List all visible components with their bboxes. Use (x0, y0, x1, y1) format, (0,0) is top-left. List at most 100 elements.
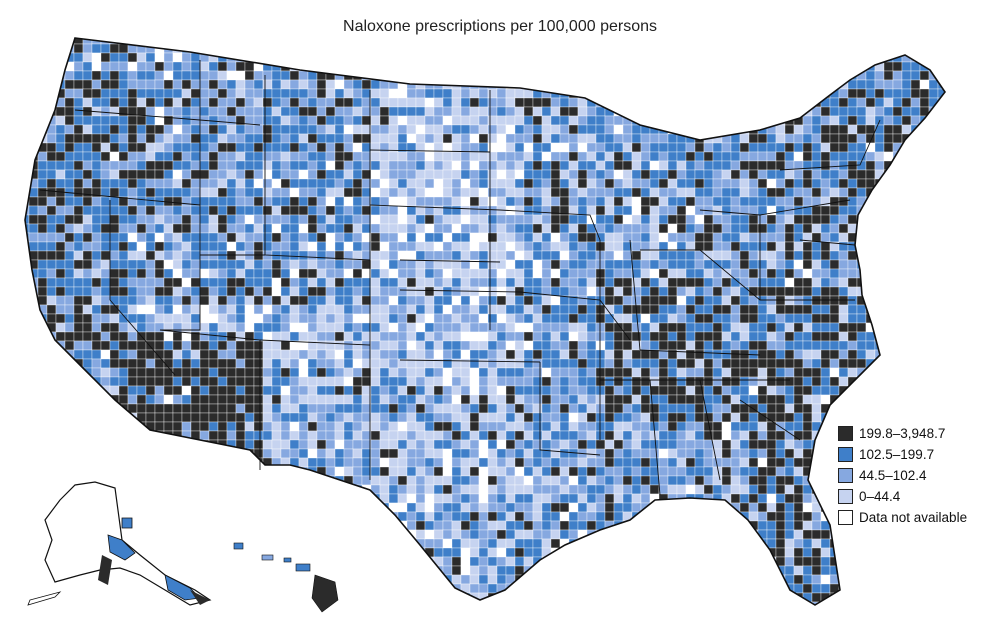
county-tile (838, 403, 849, 414)
county-tile (739, 115, 750, 126)
county-tile (820, 61, 831, 72)
county-tile (622, 457, 633, 468)
county-tile (442, 439, 453, 450)
county-tile (640, 385, 651, 396)
county-tile (388, 151, 399, 162)
county-tile (613, 97, 624, 108)
county-tile (820, 304, 831, 315)
county-tile (685, 268, 696, 279)
county-tile (181, 376, 192, 387)
county-tile (847, 304, 858, 315)
county-tile (820, 160, 831, 171)
county-tile (586, 124, 597, 135)
county-tile (658, 268, 669, 279)
county-tile (424, 313, 435, 324)
county-tile (217, 295, 228, 306)
county-tile (181, 223, 192, 234)
county-tile (316, 241, 327, 252)
county-tile (487, 106, 498, 117)
county-tile (316, 313, 327, 324)
county-tile (64, 448, 75, 459)
county-tile (82, 196, 93, 207)
county-tile (217, 196, 228, 207)
county-tile (433, 115, 444, 126)
county-tile (667, 169, 678, 180)
county-tile (856, 106, 867, 117)
county-tile (829, 70, 840, 81)
county-tile (127, 61, 138, 72)
county-tile (406, 106, 417, 117)
county-tile (55, 385, 66, 396)
county-tile (208, 151, 219, 162)
county-tile (118, 205, 129, 216)
county-tile (847, 97, 858, 108)
county-tile (838, 38, 849, 45)
county-tile (406, 403, 417, 414)
county-tile (325, 79, 336, 90)
county-tile (694, 268, 705, 279)
county-tile (433, 376, 444, 387)
county-tile (37, 250, 48, 261)
county-tile (424, 277, 435, 288)
county-tile (577, 322, 588, 333)
county-tile (163, 313, 174, 324)
county-tile (172, 169, 183, 180)
county-tile (937, 205, 945, 216)
county-tile (541, 385, 552, 396)
county-tile (847, 142, 858, 153)
county-tile (235, 133, 246, 144)
county-tile (604, 421, 615, 432)
county-tile (325, 223, 336, 234)
county-tile (685, 97, 696, 108)
county-tile (658, 79, 669, 90)
county-tile (46, 61, 57, 72)
county-tile (91, 349, 102, 360)
county-tile (433, 151, 444, 162)
county-tile (694, 394, 705, 405)
county-tile (307, 250, 318, 261)
county-tile (649, 358, 660, 369)
county-tile (64, 106, 75, 117)
county-tile (541, 178, 552, 189)
county-tile (316, 133, 327, 144)
county-tile (307, 151, 318, 162)
county-tile (947, 395, 956, 404)
county-tile (595, 106, 606, 117)
county-tile (208, 277, 219, 288)
county-tile (874, 38, 885, 45)
county-tile (640, 160, 651, 171)
county-tile (757, 43, 768, 54)
county-tile (559, 169, 570, 180)
county-tile (55, 331, 66, 342)
county-tile (199, 178, 210, 189)
county-tile (127, 79, 138, 90)
county-tile (415, 403, 426, 414)
county-tile (622, 124, 633, 135)
county-tile (442, 187, 453, 198)
county-tile (586, 259, 597, 270)
county-tile (766, 241, 777, 252)
county-tile (865, 124, 876, 135)
county-tile (82, 43, 93, 54)
county-tile (73, 214, 84, 225)
county-tile (352, 286, 363, 297)
county-tile (622, 286, 633, 297)
county-tile (595, 38, 606, 45)
county-tile (937, 142, 945, 153)
county-tile (442, 448, 453, 459)
county-tile (496, 196, 507, 207)
county-tile (397, 286, 408, 297)
county-tile (271, 205, 282, 216)
county-tile (307, 268, 318, 279)
county-tile (163, 133, 174, 144)
county-tile (28, 124, 39, 135)
county-tile (766, 178, 777, 189)
county-tile (947, 404, 956, 413)
county-tile (577, 169, 588, 180)
county-tile (559, 313, 570, 324)
county-tile (244, 367, 255, 378)
county-tile (667, 358, 678, 369)
county-tile (82, 394, 93, 405)
county-tile (721, 223, 732, 234)
county-tile (883, 43, 894, 54)
